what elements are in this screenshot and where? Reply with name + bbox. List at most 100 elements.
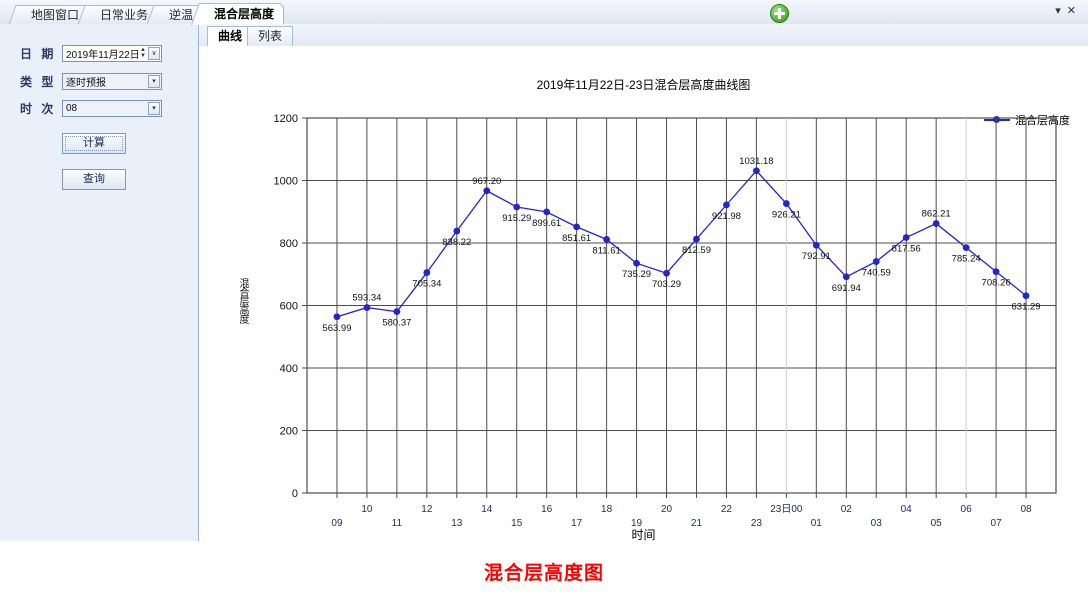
svg-text:1000: 1000	[274, 176, 298, 188]
svg-text:926.21: 926.21	[772, 210, 801, 221]
svg-text:631.29: 631.29	[1012, 302, 1041, 313]
svg-text:705.34: 705.34	[412, 279, 441, 290]
hour-select[interactable]: 08 ▾	[62, 99, 162, 117]
svg-text:14: 14	[481, 504, 493, 515]
svg-text:07: 07	[991, 518, 1003, 529]
svg-text:812.59: 812.59	[682, 245, 711, 256]
tab-label: 地图窗口	[31, 8, 80, 22]
svg-text:22: 22	[721, 504, 733, 515]
svg-text:967.20: 967.20	[472, 176, 501, 187]
svg-text:600: 600	[280, 301, 298, 313]
svg-text:23: 23	[751, 518, 763, 529]
svg-text:01: 01	[811, 518, 823, 529]
calculate-button[interactable]: 计算	[62, 133, 126, 154]
y-axis-title: 混合层高度	[237, 278, 248, 323]
type-value: 逐时预报	[66, 77, 106, 89]
svg-text:691.94: 691.94	[832, 283, 861, 294]
svg-text:23日00: 23日00	[770, 504, 803, 515]
application-window: 地图窗口 日常业务 逆温 混合层高度 ▾✕ 日 期 2019年11月22日 ▲ ▼…	[0, 0, 1088, 541]
svg-text:12: 12	[421, 504, 433, 515]
svg-text:838.22: 838.22	[442, 237, 471, 248]
content-area: 曲线 列表 2019年11月22日-23日混合层高度曲线图 混合层高度 混合层高…	[199, 24, 1088, 542]
tab-map-window[interactable]: 地图窗口	[18, 5, 90, 24]
tab-daily-business[interactable]: 日常业务	[87, 5, 159, 24]
svg-text:563.99: 563.99	[322, 323, 351, 334]
sub-tab-list[interactable]: 列表	[247, 26, 294, 47]
chart-title: 2019年11月22日-23日混合层高度曲线图	[536, 78, 751, 92]
chart-container: 2019年11月22日-23日混合层高度曲线图 混合层高度 混合层高度 时间 0…	[199, 46, 1088, 542]
hour-value: 08	[66, 102, 78, 114]
svg-text:03: 03	[871, 518, 883, 529]
svg-text:10: 10	[361, 504, 373, 515]
main-tab-list: 地图窗口 日常业务 逆温 混合层高度	[18, 3, 285, 24]
field-row-hour: 时 次 08 ▾	[20, 98, 162, 118]
svg-text:785.24: 785.24	[952, 254, 981, 265]
svg-text:740.59: 740.59	[862, 268, 891, 279]
svg-text:08: 08	[1020, 504, 1032, 515]
svg-text:400: 400	[280, 363, 298, 375]
main-tab-bar: 地图窗口 日常业务 逆温 混合层高度 ▾✕	[0, 0, 1088, 25]
field-row-type: 类 型 逐时预报 ▾	[20, 71, 162, 91]
svg-text:593.34: 593.34	[352, 293, 381, 304]
x-axis-title: 时间	[631, 528, 656, 542]
button-focus-outline	[65, 136, 123, 151]
date-value: 2019年11月22日	[66, 49, 140, 61]
figure-caption-text: 混合层高度图	[483, 562, 604, 584]
sub-tab-label: 列表	[258, 29, 283, 43]
tab-mixing-layer-height[interactable]: 混合层高度	[201, 3, 285, 24]
chevron-down-icon[interactable]: ▾	[148, 74, 160, 88]
sub-tab-curve[interactable]: 曲线	[207, 26, 254, 47]
window-controls[interactable]: ▾✕	[1055, 4, 1082, 17]
line-chart-plot: 0 200 400 600 800 1000 1200 09 10 11 12 13 14 15 16 17 1…	[274, 113, 1057, 529]
date-spinner-icon[interactable]: ▲ ▼	[140, 47, 146, 59]
svg-text:02: 02	[841, 504, 853, 515]
figure-caption: 混合层高度图	[0, 541, 1088, 601]
svg-text:735.29: 735.29	[622, 269, 651, 280]
svg-text:899.61: 899.61	[532, 218, 561, 229]
svg-text:16: 16	[541, 504, 553, 515]
date-input[interactable]: 2019年11月22日 ▲ ▼ ∨	[62, 44, 162, 62]
type-label: 类 型	[20, 74, 57, 89]
query-button-label: 查询	[83, 173, 105, 185]
svg-text:09: 09	[331, 518, 343, 529]
svg-text:1031.18: 1031.18	[739, 156, 773, 167]
svg-text:792.91: 792.91	[802, 251, 831, 262]
sub-tab-bar: 曲线 列表	[199, 24, 1088, 47]
svg-text:862.21: 862.21	[922, 209, 951, 220]
type-select[interactable]: 逐时预报 ▾	[62, 72, 162, 90]
query-panel: 日 期 2019年11月22日 ▲ ▼ ∨ 类 型 逐时预报 ▾ 时 次 08 ▾…	[0, 24, 199, 541]
svg-text:811.61: 811.61	[592, 245, 620, 256]
add-tab-icon[interactable]	[770, 4, 789, 23]
tab-label: 逆温	[169, 8, 194, 22]
svg-text:1200: 1200	[274, 113, 298, 125]
chevron-down-icon[interactable]: ▾	[148, 101, 160, 115]
svg-text:200: 200	[280, 426, 298, 438]
minimize-icon[interactable]: ▾	[1055, 5, 1067, 17]
calculate-button-label: 计算	[83, 137, 105, 149]
date-dropdown-icon[interactable]: ∨	[148, 46, 160, 60]
tab-label: 日常业务	[100, 8, 149, 22]
svg-text:921.98: 921.98	[712, 211, 741, 222]
svg-text:17: 17	[571, 518, 583, 529]
close-icon[interactable]: ✕	[1066, 5, 1082, 17]
svg-text:703.29: 703.29	[652, 279, 681, 290]
svg-text:06: 06	[961, 504, 973, 515]
svg-text:708.26: 708.26	[982, 278, 1011, 289]
svg-text:15: 15	[511, 518, 523, 529]
svg-text:04: 04	[901, 504, 913, 515]
svg-text:05: 05	[931, 518, 943, 529]
svg-text:19: 19	[631, 518, 643, 529]
svg-text:800: 800	[280, 238, 298, 250]
svg-text:915.29: 915.29	[502, 213, 531, 224]
field-row-date: 日 期 2019年11月22日 ▲ ▼ ∨	[20, 43, 162, 63]
svg-text:580.37: 580.37	[382, 318, 411, 329]
svg-text:11: 11	[392, 518, 403, 529]
svg-text:0: 0	[292, 488, 298, 500]
sub-tab-label: 曲线	[218, 29, 243, 43]
query-button[interactable]: 查询	[62, 169, 126, 190]
tab-inversion[interactable]: 逆温	[156, 5, 204, 24]
svg-text:817.56: 817.56	[892, 244, 921, 255]
hour-label: 时 次	[20, 101, 57, 116]
date-label: 日 期	[20, 46, 57, 61]
svg-text:851.61: 851.61	[562, 233, 591, 244]
